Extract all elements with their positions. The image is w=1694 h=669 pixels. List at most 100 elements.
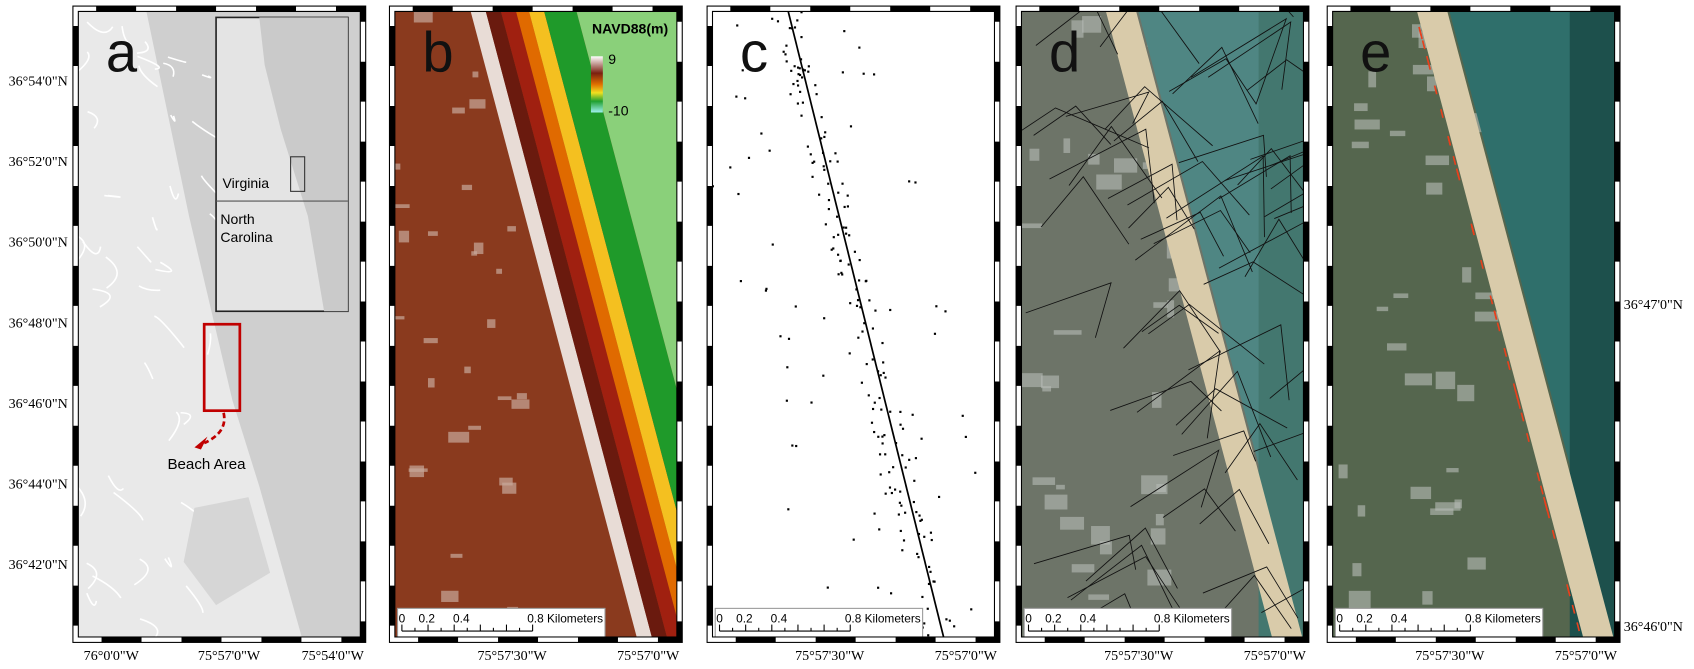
dot (838, 273, 840, 275)
dot (913, 480, 915, 482)
building (441, 591, 458, 602)
panel-letter: d (1049, 20, 1080, 83)
dot (836, 216, 838, 218)
dot (889, 309, 891, 311)
lon-label: 75°57'0"W (617, 648, 680, 664)
dot (810, 401, 812, 403)
dot (823, 136, 825, 138)
dot (918, 515, 920, 517)
dot (807, 71, 809, 73)
dot (822, 375, 824, 377)
dot (800, 115, 802, 117)
dot (913, 501, 915, 503)
building (462, 185, 472, 190)
dot (833, 236, 835, 238)
scale-label: 0 (1025, 611, 1032, 625)
dot (786, 400, 788, 402)
building (1462, 267, 1471, 282)
building (1467, 557, 1485, 569)
scale-label: 0.4 (1391, 611, 1408, 625)
scale-label: 0.4 (1080, 611, 1097, 625)
dot (859, 306, 861, 308)
dot (832, 247, 834, 249)
dot (892, 466, 894, 468)
dot (872, 408, 874, 410)
scale-label: 0 (399, 611, 406, 625)
dot (877, 370, 879, 372)
dot (871, 422, 873, 424)
building (1430, 508, 1453, 515)
dot (814, 84, 816, 86)
building (469, 99, 485, 108)
dot (795, 305, 797, 307)
dot (915, 457, 917, 459)
building (395, 204, 410, 208)
dot (873, 513, 875, 515)
state-label: North Carolina (220, 210, 285, 247)
building (428, 231, 438, 236)
building (517, 393, 527, 399)
dot (908, 180, 910, 182)
building (1156, 514, 1164, 525)
dot (878, 528, 880, 530)
building (1088, 154, 1099, 165)
building (1413, 65, 1433, 74)
dot (807, 146, 809, 148)
lon-label: 76°0'0"W (84, 648, 140, 664)
dot (785, 45, 787, 47)
dot (927, 634, 929, 636)
dot (848, 263, 850, 265)
building (1349, 591, 1371, 610)
dot (921, 438, 923, 440)
dot (777, 20, 779, 22)
building (448, 432, 469, 443)
panel-letter: c (740, 20, 768, 83)
legend-max: 9 (608, 51, 616, 67)
lat-label: 36°50'0"N (9, 235, 68, 251)
dot (794, 65, 796, 67)
dot (928, 566, 930, 568)
dot (843, 30, 845, 32)
dot (855, 288, 857, 290)
dot (866, 363, 868, 365)
dot (790, 70, 792, 72)
building (1446, 468, 1458, 472)
dot (861, 330, 863, 332)
dot (748, 157, 750, 159)
dot (890, 592, 892, 594)
dot (816, 93, 818, 95)
dot (857, 299, 859, 301)
building (1377, 307, 1388, 311)
lat-label: 36°44'0"N (9, 476, 68, 492)
building (498, 396, 512, 400)
dot (740, 280, 742, 282)
dot (796, 80, 798, 82)
building (428, 378, 435, 387)
dot (912, 414, 914, 416)
building (1426, 183, 1442, 195)
dot (899, 502, 901, 504)
scale-label: 0 (1336, 611, 1343, 625)
dot (865, 280, 867, 282)
building (1030, 149, 1040, 161)
dot (789, 93, 791, 95)
scale-label: 0.8 Kilometers (845, 611, 921, 625)
dot (900, 505, 902, 507)
dot (791, 27, 793, 29)
dot (885, 493, 887, 495)
building (464, 367, 470, 374)
dot (934, 333, 936, 335)
dot (902, 428, 904, 430)
dot (854, 251, 856, 253)
dot (861, 382, 863, 384)
dot (970, 608, 972, 610)
dot (914, 181, 916, 183)
dot (828, 208, 830, 210)
lon-label: 75°57'0"W (1244, 648, 1307, 664)
dot (857, 337, 859, 339)
lat-label: 36°54'0"N (9, 73, 68, 89)
dot (769, 150, 771, 152)
dot (880, 473, 882, 475)
building (474, 243, 483, 254)
building (424, 338, 438, 343)
